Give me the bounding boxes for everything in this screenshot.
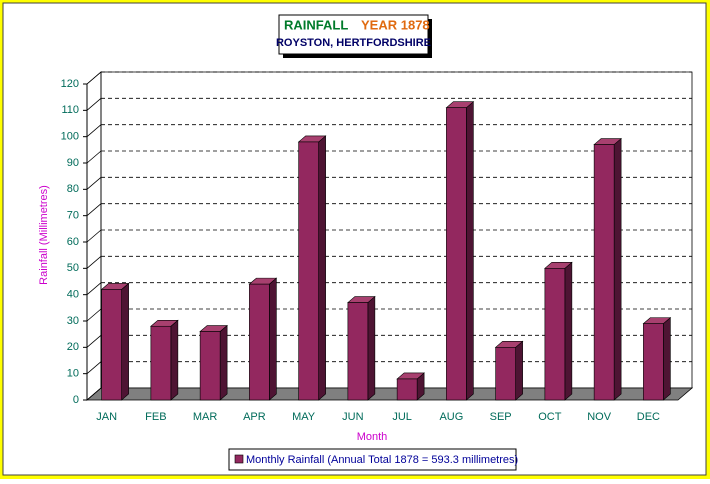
y-tick-label: 100 [61,131,79,143]
legend-swatch [234,454,244,464]
bar [643,323,664,401]
bar-side [219,324,228,401]
bar [544,268,566,401]
side-grid [86,150,102,164]
chart-title-year: YEAR 1878 [361,17,430,32]
y-tick-label: 60 [67,236,79,248]
x-tick-label: NOV [587,411,612,423]
bar [446,107,467,401]
bar [298,141,319,401]
y-tick-label: 40 [67,289,79,301]
x-tick-label: APR [243,411,266,423]
x-tick-label: MAR [193,411,218,423]
x-tick-label: JAN [96,411,117,423]
bar [101,289,122,401]
side-grid [86,98,102,111]
bar-side [318,135,326,401]
y-tick-label: 0 [73,394,79,406]
bar-side [564,261,573,401]
x-tick-label: DEC [637,411,660,423]
y-tick-label: 10 [67,368,79,380]
x-tick-label: JUL [392,411,412,423]
legend-label: Monthly Rainfall (Annual Total 1878 = 59… [246,454,518,466]
x-tick-label: FEB [145,411,166,423]
y-axis-label: Rainfall (Millimetres) [38,185,50,285]
bar-side [466,101,474,401]
side-grid [86,256,102,269]
chart-title: RAINFALL [284,17,348,32]
y-tick-label: 80 [67,183,79,195]
side-grid [86,308,102,322]
chart-subtitle: ROYSTON, HERTFORDSHIRE [276,37,431,49]
side-grid [86,229,102,243]
bar-side [269,277,277,401]
side-grid [86,203,102,216]
x-tick-label: SEP [490,411,512,423]
side-grid [86,124,102,137]
side-grid [86,282,102,295]
y-tick-label: 110 [61,104,79,116]
y-tick-label: 90 [67,157,79,169]
side-grid [86,71,102,85]
bar-side [613,137,622,401]
x-tick-label: JUN [342,411,363,423]
y-tick-label: 20 [67,341,79,353]
bar [593,144,615,401]
plot-area: 0 10 20 30 40 50 60 70 80 90 100 110 120 JAN FEB MAR APR… [61,71,694,423]
x-tick-label: MAY [292,411,316,423]
bar-side [367,295,376,401]
side-grid [86,177,102,190]
x-tick-label: OCT [538,411,562,423]
bar [150,325,172,401]
bar [495,347,516,401]
side-grid [86,335,102,348]
bar-side [515,340,523,401]
legend [228,448,517,471]
bar [249,283,270,401]
side-grid [86,361,102,374]
y-tick-label: 50 [67,262,79,274]
title-box [278,14,429,55]
x-tick-label: AUG [439,411,463,423]
bar-side [121,282,129,401]
x-axis-label: Month [357,431,388,443]
bar-side [170,319,179,401]
bar [396,378,418,401]
bar-side [663,316,671,401]
bar [199,331,221,401]
y-tick-label: 70 [67,210,79,222]
y-tick-label: 120 [61,78,79,90]
side-grid [86,387,102,401]
bar [347,302,369,401]
y-tick-label: 30 [67,315,79,327]
